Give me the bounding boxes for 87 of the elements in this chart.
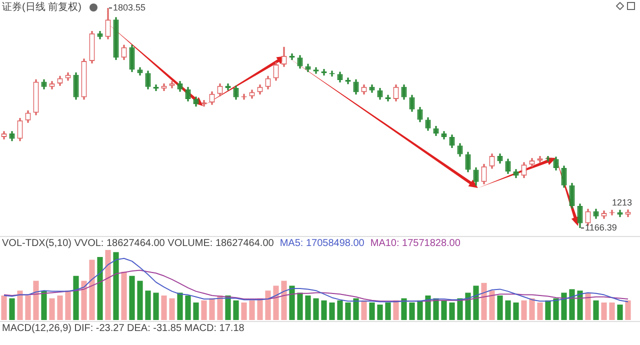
bar [481, 282, 487, 320]
text: MA5: 17058498.00 [280, 238, 364, 249]
bar [73, 276, 79, 320]
bar [193, 302, 199, 320]
bar [369, 302, 375, 320]
bar [569, 289, 575, 320]
bar [121, 272, 127, 320]
bar [137, 280, 143, 320]
bar [593, 300, 599, 320]
chart-title: VOL-TDX(5,10) VVOL: 18627464.00 VOLUME: 18627464.00 [2, 238, 274, 249]
bar [585, 292, 591, 320]
bar [297, 292, 303, 320]
bar [313, 298, 319, 320]
bar [113, 252, 119, 320]
bar [129, 276, 135, 320]
bar [145, 290, 151, 320]
bar [273, 286, 279, 320]
bar [457, 298, 463, 320]
bar [497, 296, 503, 320]
bar [49, 298, 55, 320]
bar [153, 292, 159, 320]
bar [249, 300, 255, 320]
bar [65, 290, 71, 320]
bar [25, 296, 31, 320]
annotation: 1803.55 [113, 2, 146, 12]
bar [17, 290, 23, 320]
bar [177, 292, 183, 320]
bar [377, 304, 383, 320]
bar [513, 302, 519, 320]
bar [625, 300, 631, 320]
bar [81, 280, 87, 320]
bar [201, 300, 207, 320]
bar [393, 300, 399, 320]
bar [97, 257, 103, 320]
bar [57, 296, 63, 320]
annotation: 1166.39 [585, 222, 617, 232]
bar [433, 298, 439, 320]
bar [441, 300, 447, 320]
bar [257, 298, 263, 320]
bar [553, 298, 559, 320]
bar [601, 302, 607, 320]
bar [577, 290, 583, 320]
bar [217, 296, 223, 320]
bar [609, 302, 615, 320]
bar [505, 300, 511, 320]
bar [617, 304, 623, 320]
bar [329, 302, 335, 320]
bar [409, 302, 415, 320]
bar [89, 260, 95, 320]
bar [33, 280, 39, 320]
bar [401, 298, 407, 320]
bar [289, 286, 295, 320]
bar [489, 290, 495, 320]
bar [537, 302, 543, 320]
bar [281, 280, 287, 320]
bar [209, 298, 215, 320]
bar [241, 302, 247, 320]
text: MA10: 17571828.00 [370, 238, 460, 249]
bar [521, 300, 527, 320]
chart-title: 证券(日线 前复权) [2, 2, 82, 13]
bar [1, 296, 7, 320]
bar [465, 292, 471, 320]
bar [473, 286, 479, 320]
bar [345, 302, 351, 320]
annotation: 1213 [612, 197, 632, 208]
bar [225, 296, 231, 320]
bar [545, 300, 551, 320]
bar [9, 298, 15, 320]
bar [105, 250, 111, 320]
bar [361, 300, 367, 320]
bar [561, 292, 567, 320]
bar [185, 296, 191, 320]
bar [449, 302, 455, 320]
bar [265, 290, 271, 320]
bar [337, 300, 343, 320]
bar [425, 296, 431, 320]
text: MACD(12,26,9) DIF: -23.27 DEA: -31.85 MACD: 17.18 [2, 323, 244, 334]
bar [417, 300, 423, 320]
bar [385, 302, 391, 320]
bar [321, 300, 327, 320]
bar [169, 298, 175, 320]
bar [305, 296, 311, 320]
bar [233, 300, 239, 320]
bar [353, 298, 359, 320]
bar [41, 290, 47, 320]
bar [161, 296, 167, 320]
bar [529, 298, 535, 320]
